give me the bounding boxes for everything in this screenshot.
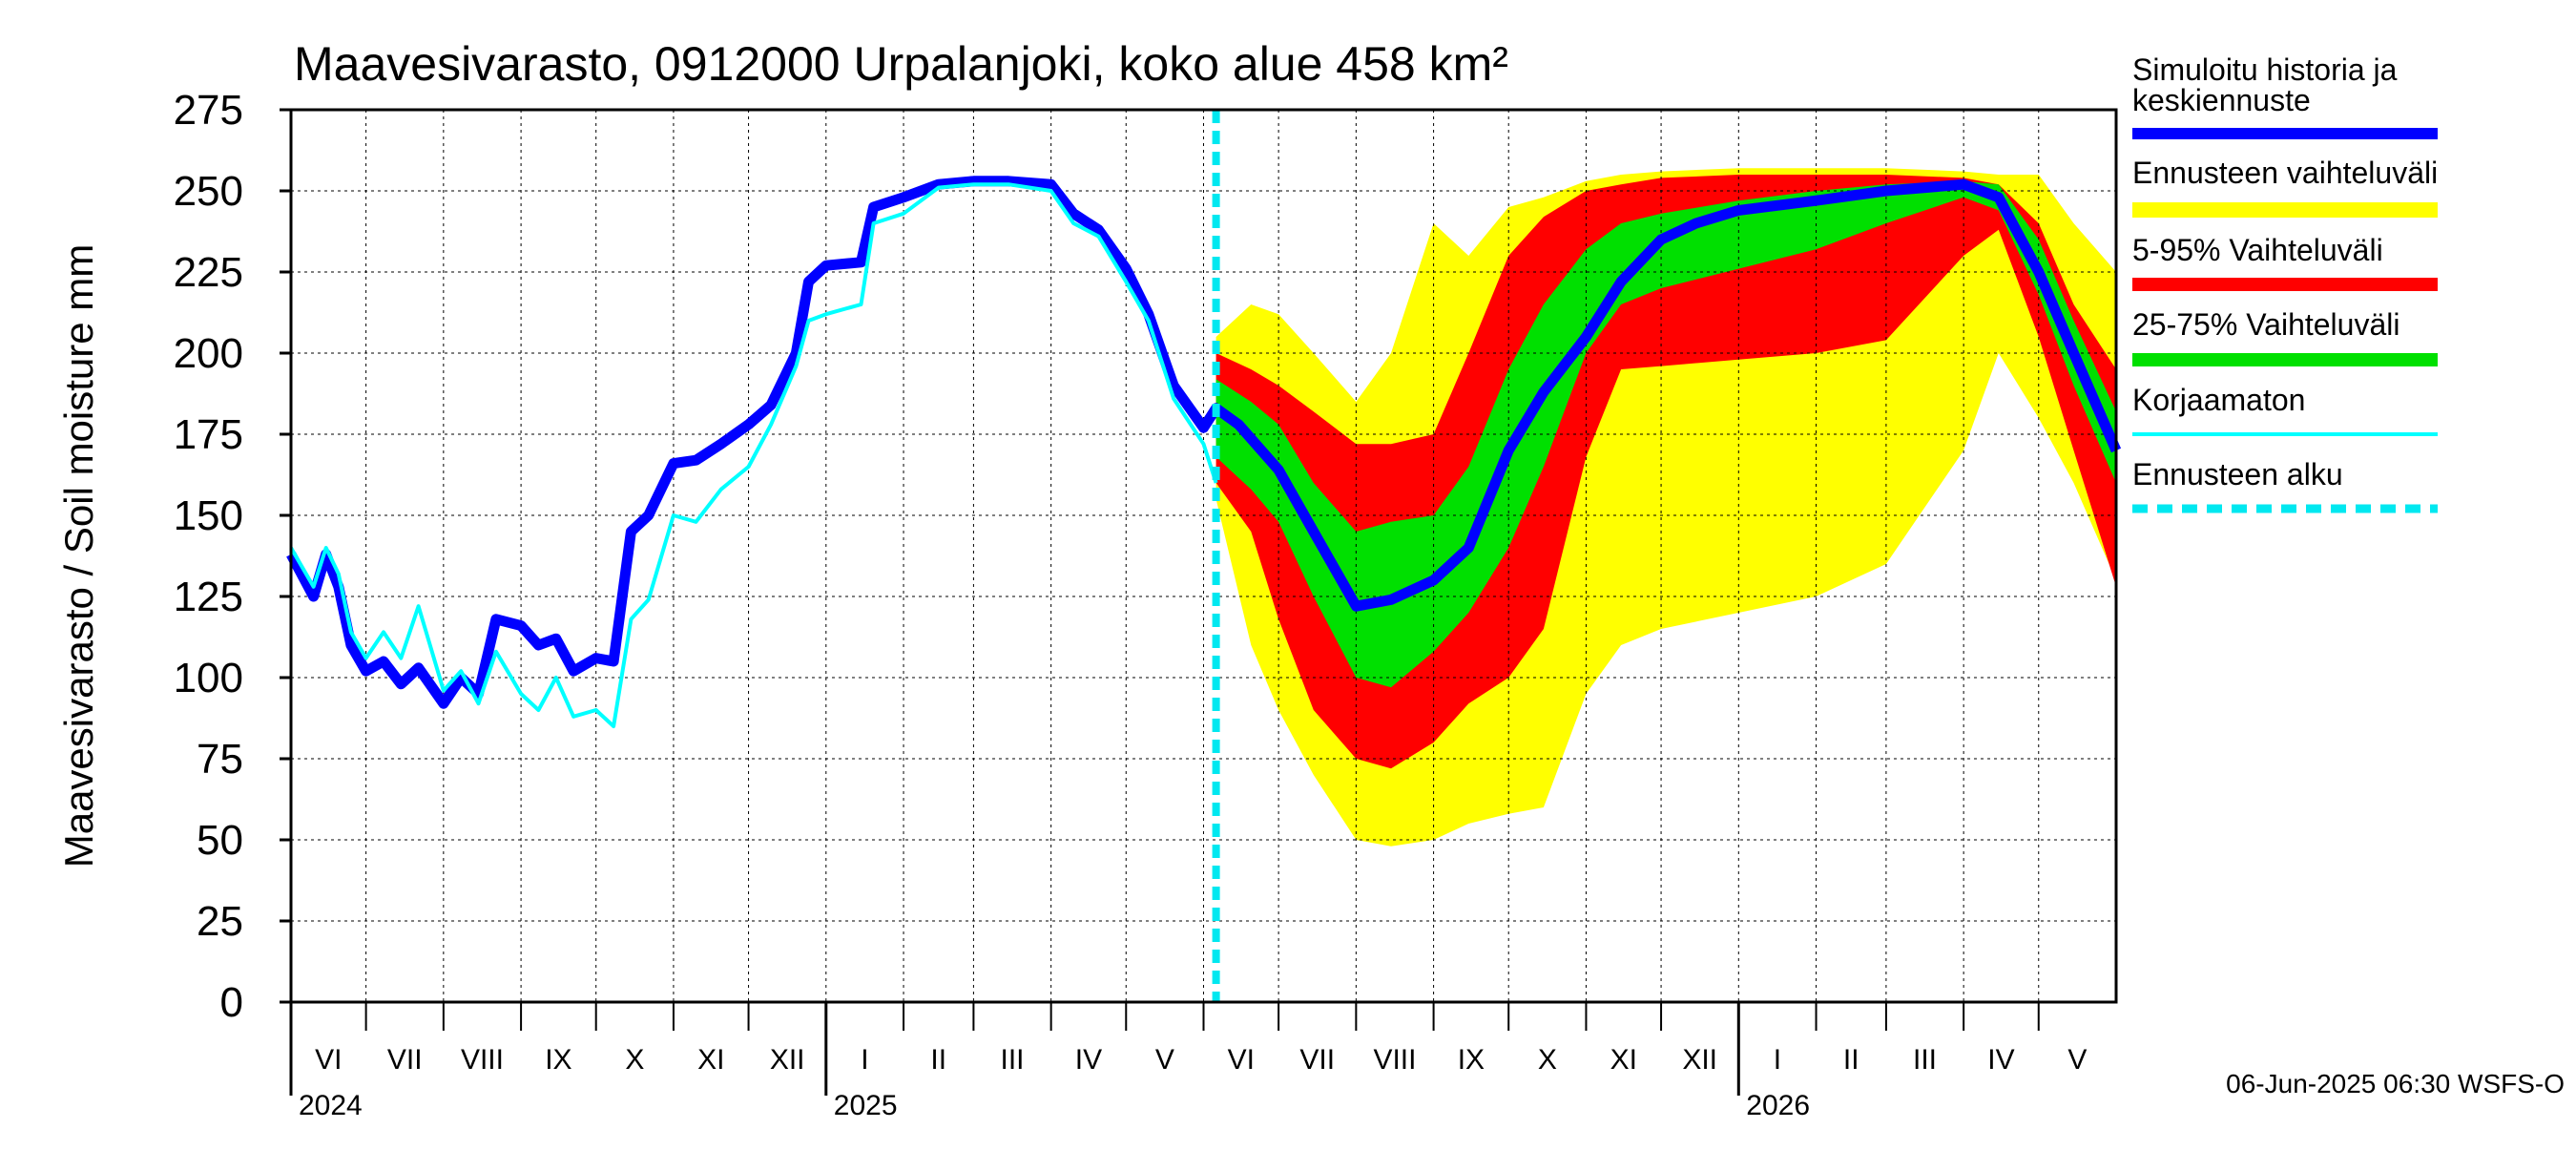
y-axis-label: Maavesivarasto / Soil moisture mm [56, 244, 101, 868]
x-month-label: V [2067, 1044, 2087, 1076]
legend-label: Ennusteen alku [2132, 457, 2343, 491]
x-month-label: V [1155, 1044, 1174, 1076]
x-month-label: X [1538, 1044, 1557, 1076]
x-year-label: 2024 [299, 1090, 363, 1121]
y-tick-label: 25 [197, 898, 243, 945]
timestamp: 06-Jun-2025 06:30 WSFS-O [2226, 1069, 2565, 1098]
legend-label: Ennusteen vaihteluväli [2132, 156, 2438, 190]
legend-label: Korjaamaton [2132, 383, 2305, 417]
x-month-label: VI [315, 1044, 342, 1076]
x-month-label: X [625, 1044, 644, 1076]
y-tick-label: 150 [174, 492, 243, 539]
y-tick-label: 200 [174, 330, 243, 377]
x-year-label: 2025 [834, 1090, 898, 1121]
x-month-label: I [1774, 1044, 1781, 1076]
x-month-label: II [1843, 1044, 1859, 1076]
x-month-label: II [930, 1044, 946, 1076]
legend-label: Simuloitu historia ja keskiennuste [2132, 52, 2398, 117]
band-range_25_75 [1215, 180, 2116, 688]
x-month-label: III [1913, 1044, 1937, 1076]
x-month-label: XII [1682, 1044, 1717, 1076]
y-tick-label: 225 [174, 249, 243, 296]
y-tick-label: 275 [174, 87, 243, 134]
x-month-label: I [861, 1044, 868, 1076]
y-tick-label: 125 [174, 574, 243, 620]
x-month-label: XII [770, 1044, 805, 1076]
y-tick-label: 50 [197, 817, 243, 864]
x-month-label: IV [1075, 1044, 1102, 1076]
x-month-label: VII [387, 1044, 423, 1076]
x-month-label: IX [1458, 1044, 1485, 1076]
y-tick-label: 75 [197, 736, 243, 783]
legend-label: 25-75% Vaihteluväli [2132, 307, 2399, 342]
y-tick-label: 175 [174, 411, 243, 458]
legend-label: 5-95% Vaihteluväli [2132, 233, 2383, 267]
chart-title: Maavesivarasto, 0912000 Urpalanjoki, kok… [294, 37, 1508, 91]
x-month-label: VIII [1373, 1044, 1416, 1076]
series-line-uncorrected [289, 182, 1218, 728]
x-month-label: VII [1299, 1044, 1335, 1076]
x-month-label: XI [1610, 1044, 1637, 1076]
y-tick-label: 0 [220, 979, 243, 1026]
y-tick-label: 250 [174, 168, 243, 215]
x-month-label: VIII [461, 1044, 504, 1076]
x-year-label: 2026 [1746, 1090, 1810, 1121]
x-month-label: VI [1228, 1044, 1255, 1076]
x-month-label: IX [545, 1044, 571, 1076]
x-month-label: IV [1987, 1044, 2014, 1076]
x-month-label: XI [697, 1044, 724, 1076]
x-month-label: III [1001, 1044, 1025, 1076]
y-tick-label: 100 [174, 655, 243, 701]
